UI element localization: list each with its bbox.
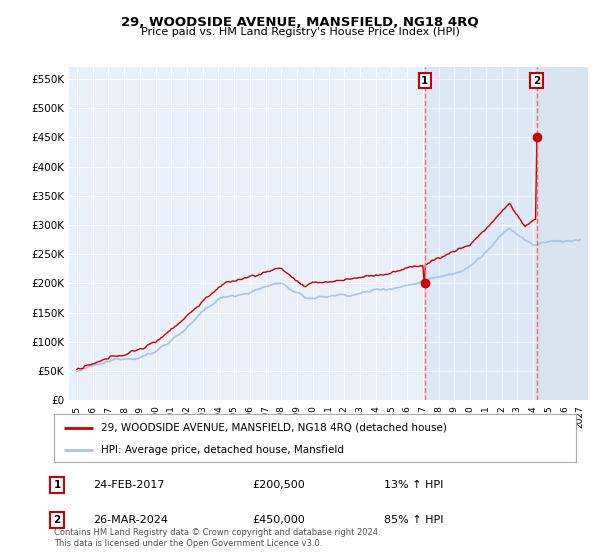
Text: 29, WOODSIDE AVENUE, MANSFIELD, NG18 4RQ: 29, WOODSIDE AVENUE, MANSFIELD, NG18 4RQ: [121, 16, 479, 29]
Text: Price paid vs. HM Land Registry's House Price Index (HPI): Price paid vs. HM Land Registry's House …: [140, 27, 460, 37]
Text: 2: 2: [53, 515, 61, 525]
Text: 1: 1: [53, 480, 61, 490]
Text: 26-MAR-2024: 26-MAR-2024: [93, 515, 168, 525]
Bar: [425, 67, 536, 400]
Bar: [536, 67, 588, 400]
Text: £450,000: £450,000: [252, 515, 305, 525]
Bar: [536, 67, 588, 400]
Text: £200,500: £200,500: [252, 480, 305, 490]
Text: 13% ↑ HPI: 13% ↑ HPI: [384, 480, 443, 490]
Text: 85% ↑ HPI: 85% ↑ HPI: [384, 515, 443, 525]
Text: HPI: Average price, detached house, Mansfield: HPI: Average price, detached house, Mans…: [101, 445, 344, 455]
Text: 2: 2: [533, 76, 540, 86]
Text: 1: 1: [421, 76, 428, 86]
Text: 29, WOODSIDE AVENUE, MANSFIELD, NG18 4RQ (detached house): 29, WOODSIDE AVENUE, MANSFIELD, NG18 4RQ…: [101, 423, 447, 433]
Text: Contains HM Land Registry data © Crown copyright and database right 2024.
This d: Contains HM Land Registry data © Crown c…: [54, 528, 380, 548]
Text: 24-FEB-2017: 24-FEB-2017: [93, 480, 164, 490]
